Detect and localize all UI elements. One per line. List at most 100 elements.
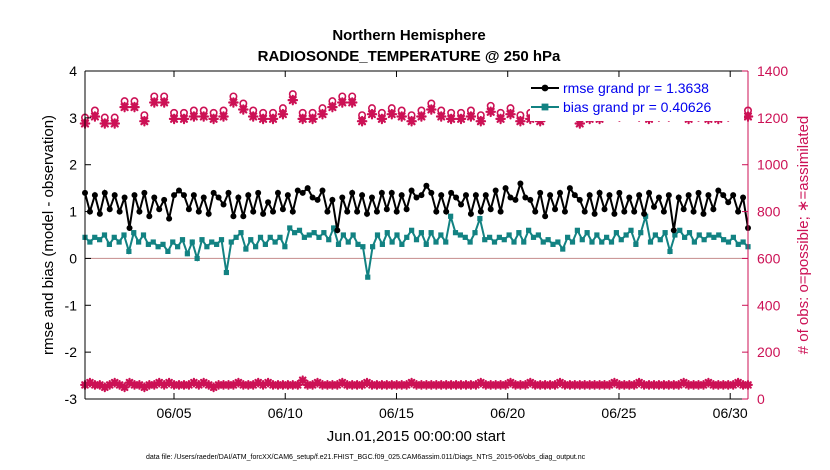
assimilated-obs-point [644, 380, 654, 390]
legend-rmse-marker [541, 84, 549, 92]
rmse-point [210, 189, 217, 196]
bias-point [355, 241, 361, 247]
rmse-point [141, 189, 148, 196]
bias-point [526, 227, 532, 233]
assimilated-obs-point [391, 380, 402, 390]
rmse-point [690, 208, 697, 215]
assimilated-obs-point [278, 380, 288, 390]
assimilated-obs-top-point [218, 111, 229, 122]
rmse-point [685, 192, 692, 199]
bias-point [682, 234, 688, 240]
bias-point [413, 237, 420, 243]
rmse-point [354, 208, 361, 215]
bias-point [540, 239, 546, 245]
bias-point [335, 241, 342, 247]
y-tick-label: -1 [65, 297, 78, 313]
rmse-point [443, 208, 450, 215]
rmse-point [101, 189, 108, 196]
bias-point [370, 244, 376, 250]
rmse-point [393, 208, 400, 215]
assimilated-obs-point [114, 380, 125, 390]
bias-point [487, 234, 493, 240]
assimilated-obs-top-point [109, 118, 120, 129]
assimilated-obs-point [530, 380, 541, 390]
assimilated-obs-point [698, 380, 709, 390]
rmse-point [106, 206, 113, 213]
rmse-point [235, 194, 242, 201]
rmse-point [240, 213, 247, 220]
assimilated-obs-point [332, 380, 343, 390]
rmse-series [82, 180, 751, 234]
assimilated-obs-point [287, 380, 298, 390]
rmse-point [428, 189, 435, 196]
assimilated-obs-point [456, 380, 466, 390]
rmse-point [205, 210, 212, 217]
rmse-point [180, 192, 187, 199]
bias-point [521, 239, 527, 245]
rmse-point [547, 192, 554, 199]
assimilated-obs-point [545, 380, 555, 390]
bias-point [735, 241, 741, 247]
bias-point [530, 234, 537, 240]
bias-point [316, 234, 322, 240]
bias-point [228, 239, 234, 245]
bias-point [350, 232, 356, 238]
bias-point [725, 239, 732, 245]
bias-point [243, 246, 249, 252]
assimilated-obs-point [357, 380, 367, 390]
assimilated-obs-point [134, 380, 145, 390]
rmse-point [250, 208, 257, 215]
assimilated-obs-point [104, 380, 115, 390]
assimilated-obs-top-point [426, 104, 437, 115]
bias-point [711, 234, 717, 240]
bias-point [472, 230, 478, 236]
x-tick-label: 06/15 [379, 405, 414, 421]
assimilated-obs-top-point [208, 113, 219, 125]
bias-point [574, 227, 580, 233]
rmse-point [398, 192, 405, 199]
assimilated-obs-point [193, 380, 204, 390]
assimilated-obs-point [471, 380, 481, 390]
rmse-point [458, 201, 465, 208]
y2-tick-label: 1200 [757, 110, 788, 126]
assimilated-obs-point [713, 380, 724, 390]
assimilated-obs-point [609, 377, 620, 388]
rmse-point [665, 192, 672, 199]
assimilated-obs-point [263, 377, 273, 388]
rmse-point [512, 196, 519, 203]
assimilated-obs-top-point [495, 113, 506, 125]
bias-point [175, 244, 181, 250]
assimilated-obs-point [520, 380, 531, 390]
bias-point [233, 234, 239, 240]
x-tick-label: 06/30 [713, 405, 748, 421]
rmse-point [111, 192, 118, 199]
assimilated-obs-point [599, 380, 610, 390]
rmse-point [190, 192, 197, 199]
assimilated-obs-top-point [168, 113, 180, 125]
axes-frame [84, 70, 749, 400]
assimilated-obs-point [728, 380, 739, 390]
rmse-point [96, 210, 103, 217]
bias-point [677, 227, 683, 233]
assimilated-obs-top-point [188, 111, 200, 122]
assimilated-obs-point [733, 377, 743, 388]
assimilated-obs-point [258, 380, 268, 390]
assimilated-obs-top-point [119, 101, 130, 113]
y2-tick-label: 800 [757, 204, 781, 220]
rmse-point [289, 208, 296, 215]
rmse-point [299, 189, 306, 196]
assimilated-obs-top-point [534, 115, 546, 127]
bias-point [287, 225, 293, 231]
bias-point [701, 237, 707, 243]
assimilated-obs-point [416, 380, 427, 390]
chart-subtitle: RADIOSONDE_TEMPERATURE @ 250 hPa [258, 48, 561, 65]
bias-point [652, 232, 658, 238]
bias-point [365, 274, 371, 280]
assimilated-obs-point [505, 377, 516, 388]
bias-point [131, 230, 137, 236]
x-tick-label: 06/05 [156, 405, 191, 421]
bias-point [257, 234, 264, 240]
rmse-point [487, 206, 494, 213]
rmse-point [438, 192, 445, 199]
